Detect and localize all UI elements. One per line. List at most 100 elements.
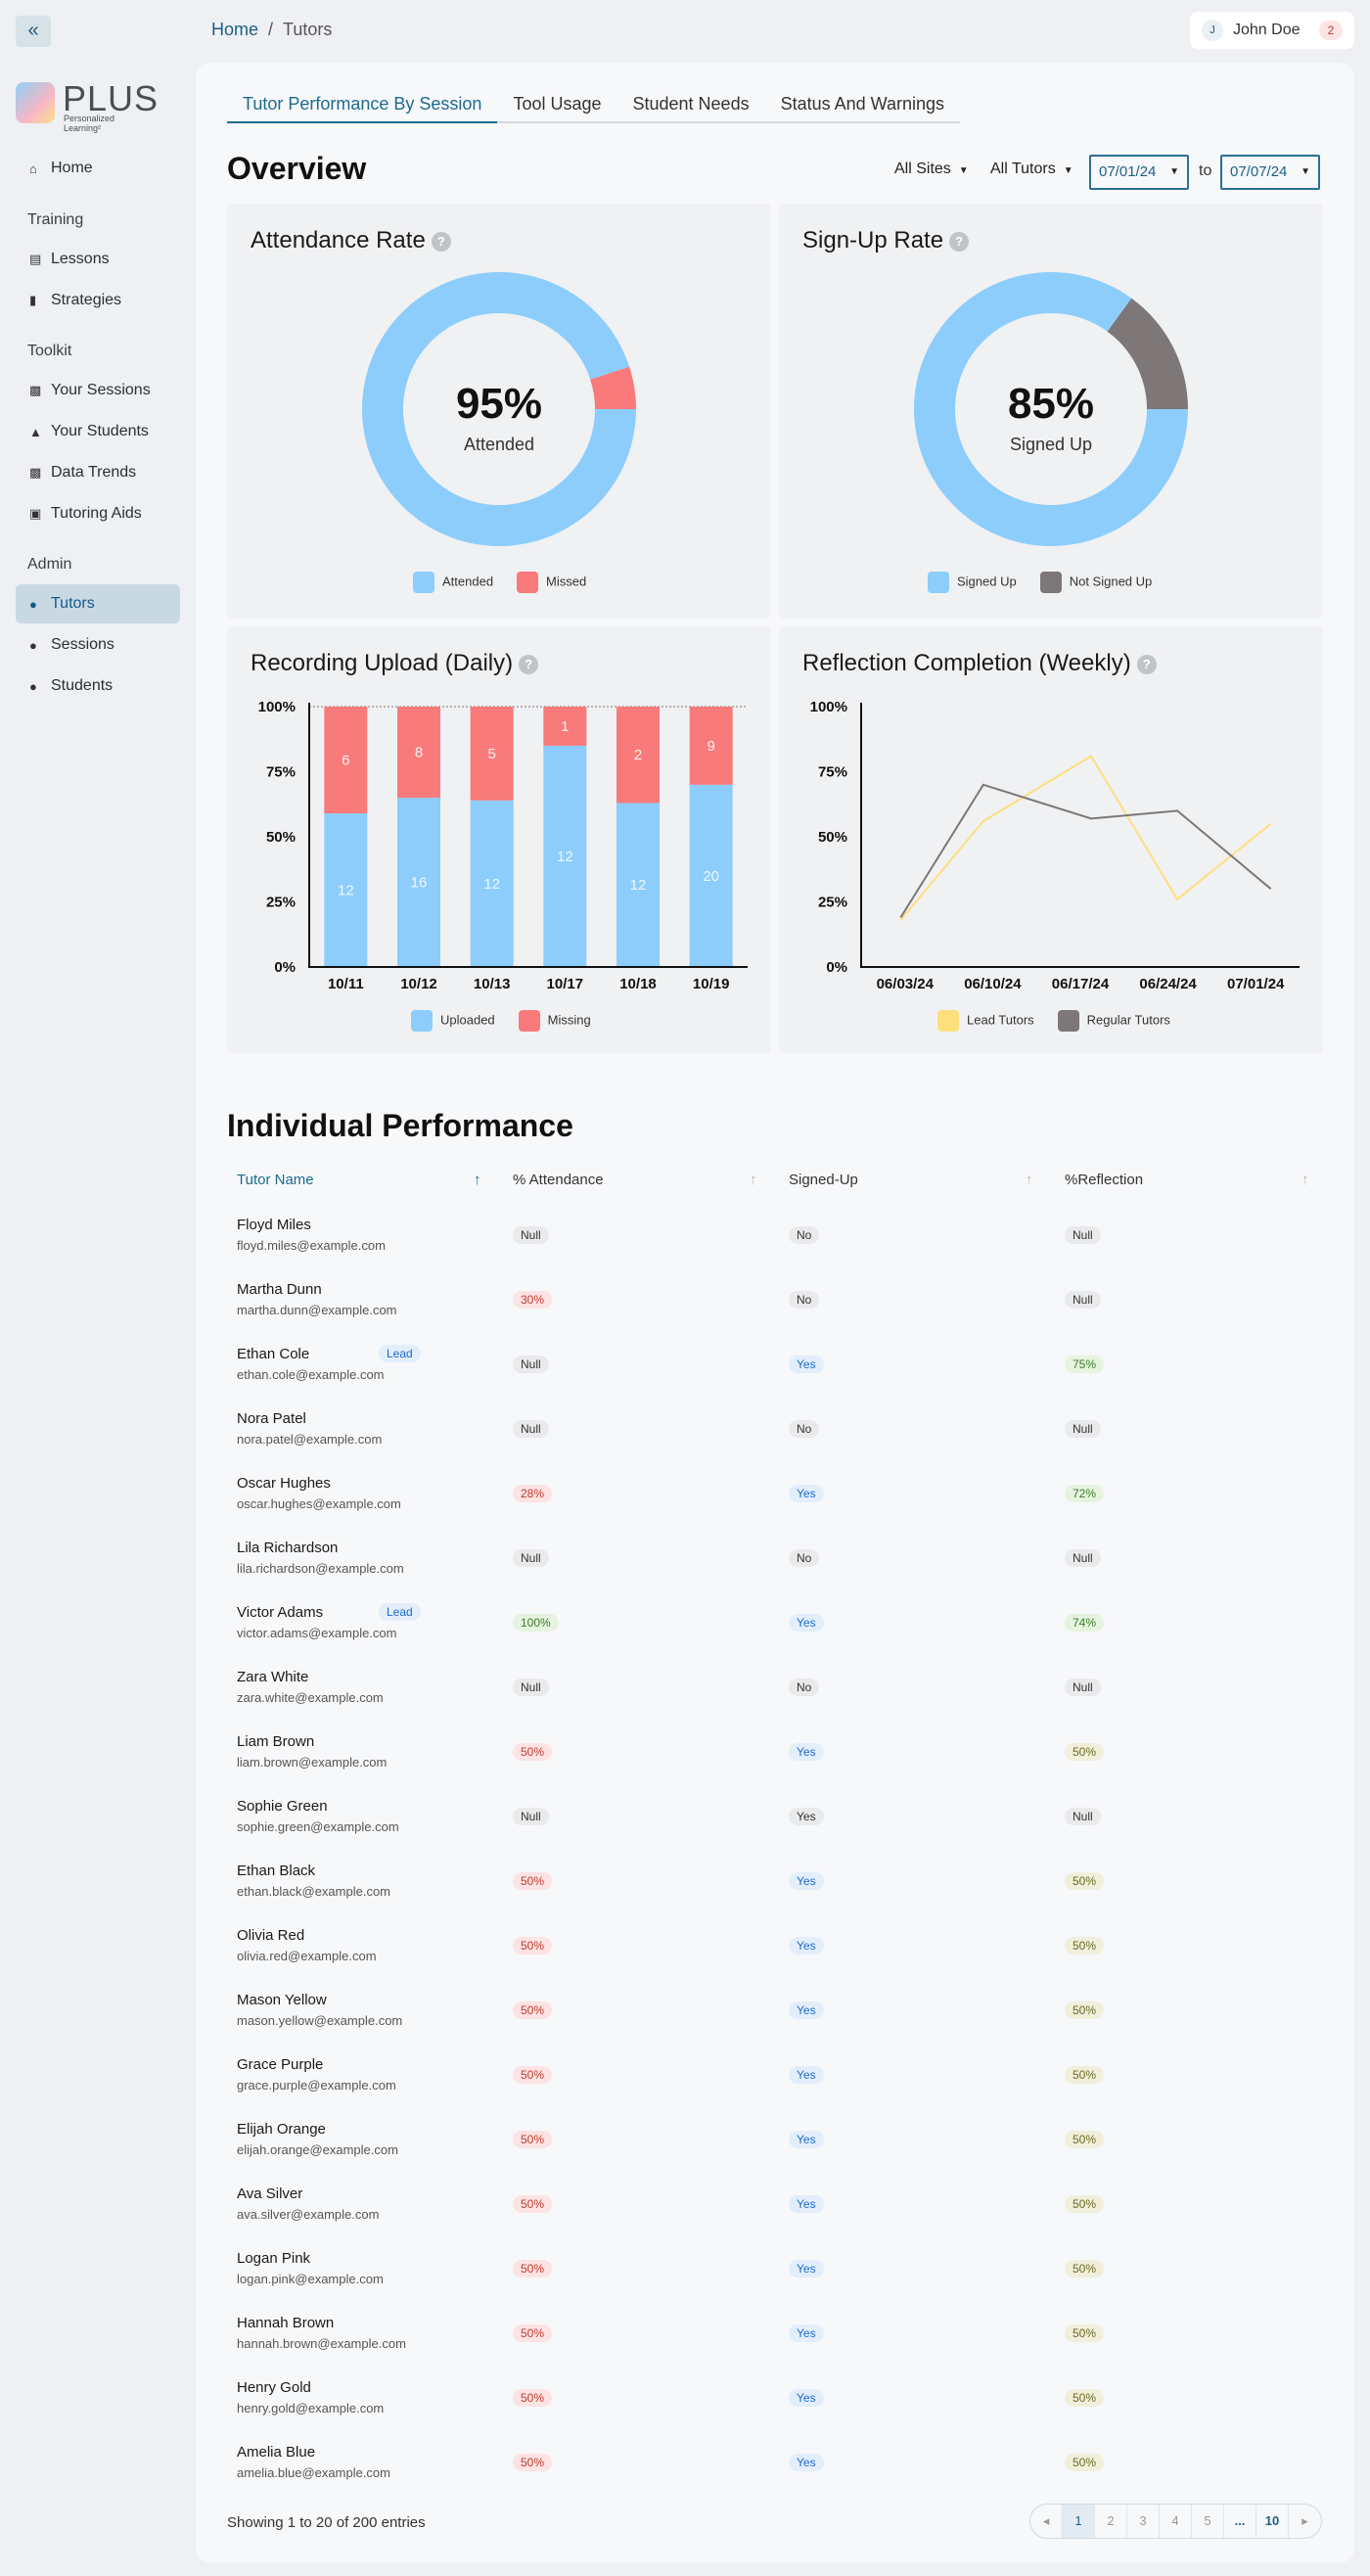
- table-row[interactable]: Victor Adams victor.adams@example.com Lead…: [227, 1590, 1323, 1655]
- table-row[interactable]: Amelia Blue amelia.blue@example.com 50% Yes…: [227, 2430, 1323, 2495]
- missed-slice[interactable]: [590, 366, 636, 409]
- attended-slice[interactable]: [362, 272, 636, 546]
- help-icon[interactable]: ?: [949, 231, 970, 252]
- attendance-value: 50%: [513, 2131, 553, 2148]
- tutor-filter-dropdown[interactable]: All Tutors ▼: [990, 161, 1073, 177]
- date-to-picker[interactable]: 07/07/24 ▼: [1220, 155, 1320, 190]
- column-header-tutor-name[interactable]: Tutor Name: [237, 1172, 314, 1188]
- table-row[interactable]: Mason Yellow mason.yellow@example.com 50% Y…: [227, 1978, 1323, 2043]
- app-logo[interactable]: PLUS Personalized Learning²: [16, 78, 158, 133]
- bar-uploaded[interactable]: [324, 813, 368, 967]
- sort-arrow-up-icon[interactable]: ↑: [750, 1172, 757, 1188]
- notification-badge[interactable]: 2: [1319, 21, 1343, 40]
- table-row[interactable]: Liam Brown liam.brown@example.com 50% Yes 50…: [227, 1720, 1323, 1784]
- collapse-sidebar-button[interactable]: «: [16, 16, 51, 47]
- sort-arrow-up-icon[interactable]: ↑: [1302, 1172, 1309, 1188]
- table-row[interactable]: Lila Richardson lila.richardson@example.c…: [227, 1526, 1323, 1590]
- bar-uploaded[interactable]: [616, 803, 660, 967]
- table-row[interactable]: Henry Gold henry.gold@example.com 50% Yes 50…: [227, 2366, 1323, 2430]
- breadcrumb-home-link[interactable]: Home: [211, 20, 259, 39]
- table-row[interactable]: Zara White zara.white@example.com Null No Nu…: [227, 1655, 1323, 1720]
- table-row[interactable]: Nora Patel nora.patel@example.com Null No Nu…: [227, 1397, 1323, 1461]
- legend-regular-tutors[interactable]: Regular Tutors: [1057, 1010, 1170, 1032]
- bar-missing[interactable]: [397, 707, 440, 799]
- signed-up-value: Yes: [789, 2260, 824, 2277]
- column-header-attendance[interactable]: % Attendance: [513, 1172, 604, 1188]
- table-row[interactable]: Floyd Miles floyd.miles@example.com Null No…: [227, 1203, 1323, 1267]
- bar-missing[interactable]: [470, 707, 514, 801]
- page-button-2[interactable]: 2: [1095, 2505, 1127, 2538]
- site-filter-dropdown[interactable]: All Sites ▼: [894, 161, 969, 177]
- help-icon[interactable]: ?: [519, 654, 539, 674]
- bar-uploaded[interactable]: [689, 784, 733, 967]
- page-button-4[interactable]: 4: [1160, 2505, 1192, 2538]
- table-row[interactable]: Oscar Hughes oscar.hughes@example.com 28% Y…: [227, 1461, 1323, 1526]
- signup-legend: Signed Up Not Signed Up: [928, 572, 1152, 593]
- bar-uploaded[interactable]: [470, 800, 514, 967]
- page-button-1[interactable]: 1: [1063, 2505, 1095, 2538]
- bar-missing[interactable]: [689, 707, 733, 785]
- series-line-regular-tutors[interactable]: [899, 783, 1272, 918]
- table-row[interactable]: Olivia Red olivia.red@example.com 50% Yes 50…: [227, 1913, 1323, 1978]
- bar-data-label: 1: [561, 718, 569, 735]
- table-row[interactable]: Ethan Black ethan.black@example.com 50% Yes…: [227, 1849, 1323, 1913]
- x-tick-label: 10/12: [400, 976, 437, 992]
- table-row[interactable]: Hannah Brown hannah.brown@example.com 50% Y…: [227, 2301, 1323, 2366]
- series-line-lead-tutors[interactable]: [899, 755, 1272, 921]
- legend-uploaded[interactable]: Uploaded: [411, 1010, 495, 1032]
- tab-student-needs[interactable]: Student Needs: [632, 94, 750, 114]
- legend-missed[interactable]: Missed: [517, 572, 586, 593]
- help-icon[interactable]: ?: [1136, 654, 1157, 674]
- signed-up-value: Yes: [789, 2066, 824, 2084]
- table-row[interactable]: Martha Dunn martha.dunn@example.com 30% No N…: [227, 1267, 1323, 1332]
- sidebar-item-home[interactable]: ⌂ Home: [29, 160, 93, 176]
- table-row[interactable]: Ethan Cole ethan.cole@example.com Lead Null…: [227, 1332, 1323, 1397]
- user-menu[interactable]: J John Doe 2: [1190, 12, 1354, 49]
- x-tick-label: 06/24/24: [1139, 976, 1197, 992]
- column-header-signed-up[interactable]: Signed-Up: [789, 1172, 858, 1188]
- legend-lead-tutors[interactable]: Lead Tutors: [937, 1010, 1034, 1032]
- bar-uploaded[interactable]: [397, 798, 440, 967]
- page-button-3[interactable]: 3: [1127, 2505, 1160, 2538]
- column-header-reflection[interactable]: %Reflection: [1065, 1172, 1144, 1188]
- tab-tool-usage[interactable]: Tool Usage: [513, 94, 602, 114]
- sidebar-item-your-sessions[interactable]: ▩ Your Sessions: [29, 382, 151, 398]
- sidebar-item-strategies[interactable]: ▮ Strategies: [29, 292, 122, 308]
- sidebar-item-data-trends[interactable]: ▩ Data Trends: [29, 464, 137, 481]
- table-row[interactable]: Elijah Orange elijah.orange@example.com 50…: [227, 2107, 1323, 2172]
- attendance-value: 50%: [513, 2389, 553, 2407]
- tutor-email: henry.gold@example.com: [237, 2401, 385, 2415]
- sidebar-item-lessons[interactable]: ▤ Lessons: [29, 251, 110, 267]
- signed-up-slice[interactable]: [914, 272, 1188, 546]
- page-ellipsis[interactable]: ...: [1224, 2505, 1256, 2538]
- sidebar-item-tutoring-aids[interactable]: ▣ Tutoring Aids: [29, 505, 142, 522]
- table-row[interactable]: Grace Purple grace.purple@example.com 50% Y…: [227, 2043, 1323, 2107]
- legend-attended[interactable]: Attended: [413, 572, 493, 593]
- bar-uploaded[interactable]: [543, 745, 587, 967]
- sidebar-item-your-students[interactable]: ▲ Your Students: [29, 423, 149, 439]
- legend-signed-up[interactable]: Signed Up: [928, 572, 1017, 593]
- sidebar-item-tutors[interactable]: ● Tutors: [16, 584, 180, 623]
- page-button-5[interactable]: 5: [1192, 2505, 1224, 2538]
- tab-status-warnings[interactable]: Status And Warnings: [780, 94, 945, 114]
- table-row[interactable]: Sophie Green sophie.green@example.com Null…: [227, 1784, 1323, 1849]
- tutor-email: liam.brown@example.com: [237, 1755, 388, 1770]
- tab-tutor-performance[interactable]: Tutor Performance By Session: [227, 88, 498, 123]
- sidebar-item-sessions[interactable]: ● Sessions: [29, 636, 114, 653]
- page-button-10[interactable]: 10: [1256, 2505, 1289, 2538]
- bar-missing[interactable]: [616, 707, 660, 804]
- bar-missing[interactable]: [543, 707, 587, 746]
- table-row[interactable]: Ava Silver ava.silver@example.com 50% Yes 50…: [227, 2172, 1323, 2236]
- not-signed-up-slice[interactable]: [1107, 298, 1188, 409]
- sidebar-item-students[interactable]: ● Students: [29, 677, 114, 694]
- legend-missing[interactable]: Missing: [518, 1010, 591, 1032]
- sort-arrow-up-icon[interactable]: ↑: [1026, 1172, 1033, 1188]
- next-page-button[interactable]: ▸: [1302, 2513, 1308, 2528]
- legend-not-signed-up[interactable]: Not Signed Up: [1039, 572, 1152, 593]
- date-from-picker[interactable]: 07/01/24 ▼: [1089, 155, 1189, 190]
- bar-missing[interactable]: [324, 707, 368, 814]
- help-icon[interactable]: ?: [431, 231, 451, 252]
- prev-page-button[interactable]: ◂: [1030, 2505, 1063, 2538]
- sort-arrow-up-icon[interactable]: ↑: [474, 1172, 481, 1188]
- table-row[interactable]: Logan Pink logan.pink@example.com 50% Yes 50…: [227, 2236, 1323, 2301]
